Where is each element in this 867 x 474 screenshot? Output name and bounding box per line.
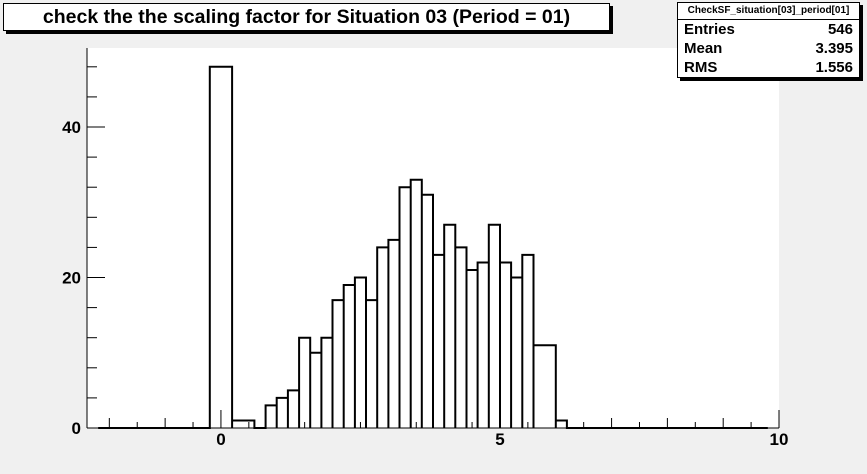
- stats-value-rms: 1.556: [815, 59, 853, 76]
- stats-value-entries: 546: [827, 21, 853, 38]
- stats-label-entries: Entries: [684, 21, 735, 38]
- stats-row-mean: Mean 3.395: [678, 39, 859, 58]
- axes: 0 5 10 0 20 40: [62, 48, 788, 449]
- stats-row-entries: Entries 546: [678, 20, 859, 39]
- chart-title: check the the scaling factor for Situati…: [3, 3, 610, 31]
- y-tick-label: 40: [62, 118, 81, 137]
- y-tick-label: 0: [72, 419, 81, 438]
- stats-label-mean: Mean: [684, 40, 723, 57]
- stats-label-rms: RMS: [684, 59, 718, 76]
- stats-value-mean: 3.395: [815, 40, 853, 57]
- x-tick-label: 10: [770, 430, 789, 449]
- x-tick-label: 0: [216, 430, 225, 449]
- x-tick-label: 5: [495, 430, 504, 449]
- y-tick-label: 20: [62, 269, 81, 288]
- stats-row-rms: RMS 1.556: [678, 58, 859, 77]
- chart-title-text: check the the scaling factor for Situati…: [42, 5, 571, 28]
- stats-histogram-name: CheckSF_situation[03]_period[01]: [678, 3, 859, 20]
- stats-box: CheckSF_situation[03]_period[01] Entries…: [677, 2, 860, 78]
